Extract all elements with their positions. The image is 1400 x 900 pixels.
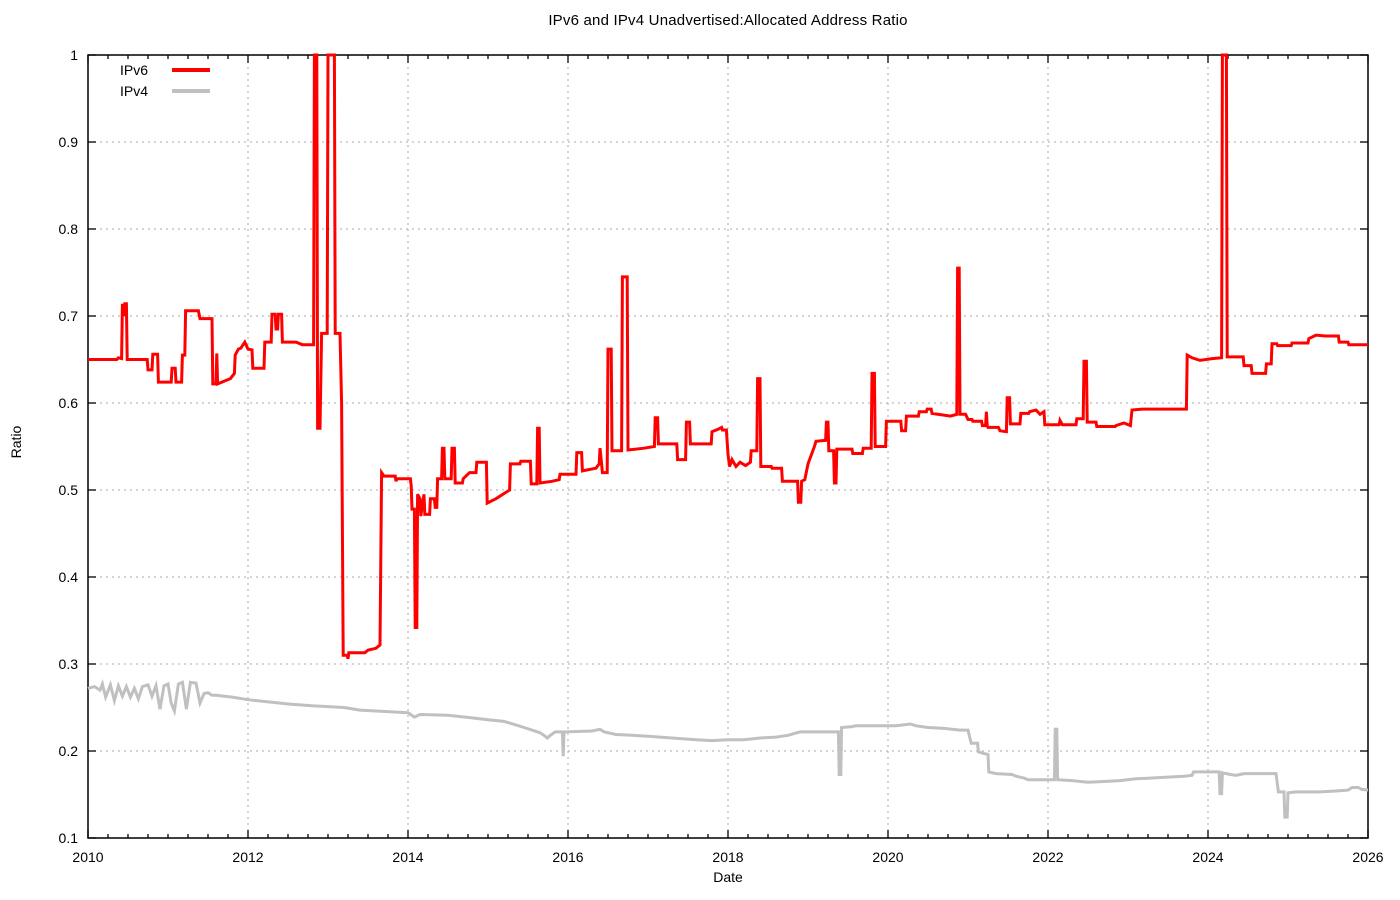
x-axis-title: Date — [713, 869, 743, 885]
y-tick-label: 0.8 — [59, 221, 79, 237]
y-tick-label: 0.1 — [59, 830, 79, 846]
legend-label-ipv6: IPv6 — [119, 62, 148, 78]
y-tick-label: 0.2 — [59, 743, 79, 759]
x-tick-label: 2010 — [72, 849, 103, 865]
y-tick-label: 0.7 — [59, 308, 79, 324]
y-tick-label: 1 — [70, 47, 78, 63]
series-line-ipv6 — [88, 53, 1368, 660]
x-tick-label: 2016 — [552, 849, 583, 865]
x-tick-label: 2020 — [872, 849, 903, 865]
legend-label-ipv4: IPv4 — [119, 83, 148, 99]
x-tick-label: 2018 — [712, 849, 743, 865]
y-tick-label: 0.6 — [59, 395, 79, 411]
y-tick-label: 0.4 — [59, 569, 79, 585]
x-tick-label: 2012 — [232, 849, 263, 865]
x-tick-label: 2022 — [1032, 849, 1063, 865]
legend-sample-ipv6 — [172, 68, 210, 72]
y-axis-title: Ratio — [8, 425, 24, 459]
x-tick-label: 2024 — [1192, 849, 1223, 865]
plot-border — [87, 54, 1369, 839]
series-line-ipv4 — [87, 679, 1369, 819]
y-tick-label: 0.9 — [59, 134, 79, 150]
y-tick-label: 0.3 — [59, 656, 79, 672]
legend-sample-ipv4 — [172, 89, 210, 93]
x-tick-label: 2026 — [1352, 849, 1383, 865]
x-tick-label: 2014 — [392, 849, 423, 865]
chart-title: IPv6 and IPv4 Unadvertised:Allocated Add… — [548, 12, 908, 29]
y-tick-label: 0.5 — [59, 482, 79, 498]
